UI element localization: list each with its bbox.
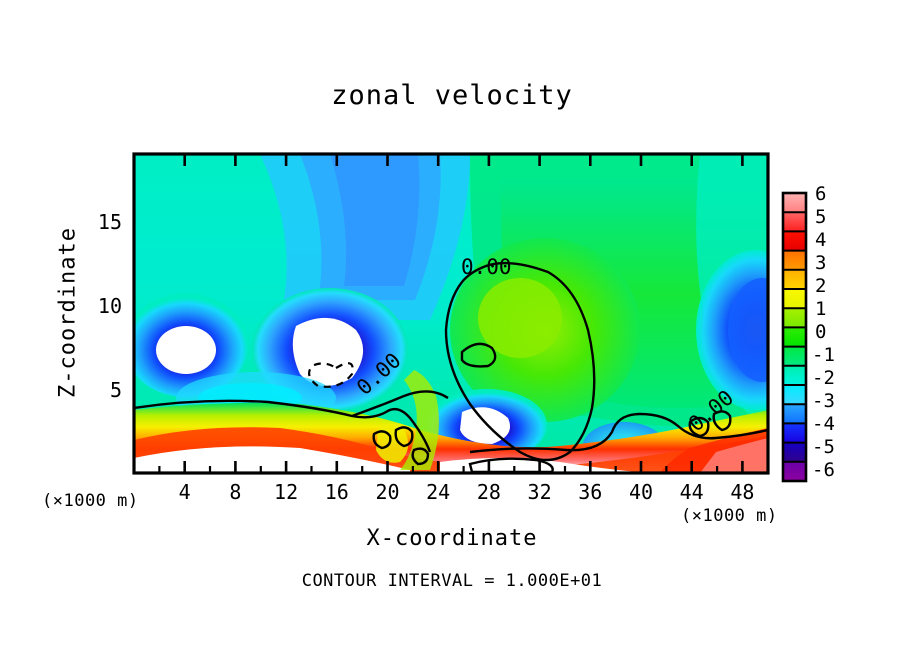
ytick-10: 10 <box>97 294 122 318</box>
xtick-44: 44 <box>679 480 704 504</box>
cbar-label-m3: -3 <box>812 390 835 412</box>
xtick-48: 48 <box>730 480 755 504</box>
xtick-8: 8 <box>229 480 242 504</box>
cbar-label-6: 6 <box>815 183 827 205</box>
cbar-label-m4: -4 <box>812 413 835 435</box>
ytick-5: 5 <box>109 378 122 402</box>
xtick-28: 28 <box>476 480 501 504</box>
contour-interval-caption: CONTOUR INTERVAL = 1.000E+01 <box>301 571 603 591</box>
contour-lines <box>134 261 768 473</box>
cbar-label-m6: -6 <box>812 459 835 481</box>
yaxis-title: Z-coordinate <box>55 227 81 398</box>
cbar-label-5: 5 <box>815 206 827 228</box>
xtick-36: 36 <box>578 480 603 504</box>
zaxis-unit-label: (×1000 m) <box>42 491 139 511</box>
page-title: zonal velocity <box>331 80 573 111</box>
cbar-label-0: 0 <box>815 321 827 343</box>
xtick-20: 20 <box>375 480 400 504</box>
xtick-12: 12 <box>274 480 299 504</box>
cbar-label-2: 2 <box>815 275 827 297</box>
ytick-15: 15 <box>97 210 122 234</box>
cbar-label-1: 1 <box>815 298 827 320</box>
cbar-label-m2: -2 <box>812 367 835 389</box>
plot-frame <box>132 152 770 475</box>
cbar-label-m5: -5 <box>812 436 835 458</box>
contour-label-0: 0.00 <box>461 255 512 279</box>
negative-contour-lines <box>308 362 354 388</box>
xtick-40: 40 <box>628 480 654 504</box>
contour-field <box>134 154 768 473</box>
cbar-label-4: 4 <box>815 229 827 251</box>
colorbar[interactable] <box>781 191 808 483</box>
xtick-16: 16 <box>324 480 349 504</box>
xtick-4: 4 <box>178 480 191 504</box>
cbar-label-m1: -1 <box>812 344 835 366</box>
xtick-24: 24 <box>426 480 451 504</box>
cbar-label-3: 3 <box>815 252 827 274</box>
xaxis-unit-label: (×1000 m) <box>681 506 778 526</box>
xaxis-title: X-coordinate <box>366 526 538 551</box>
xtick-32: 32 <box>527 480 552 504</box>
